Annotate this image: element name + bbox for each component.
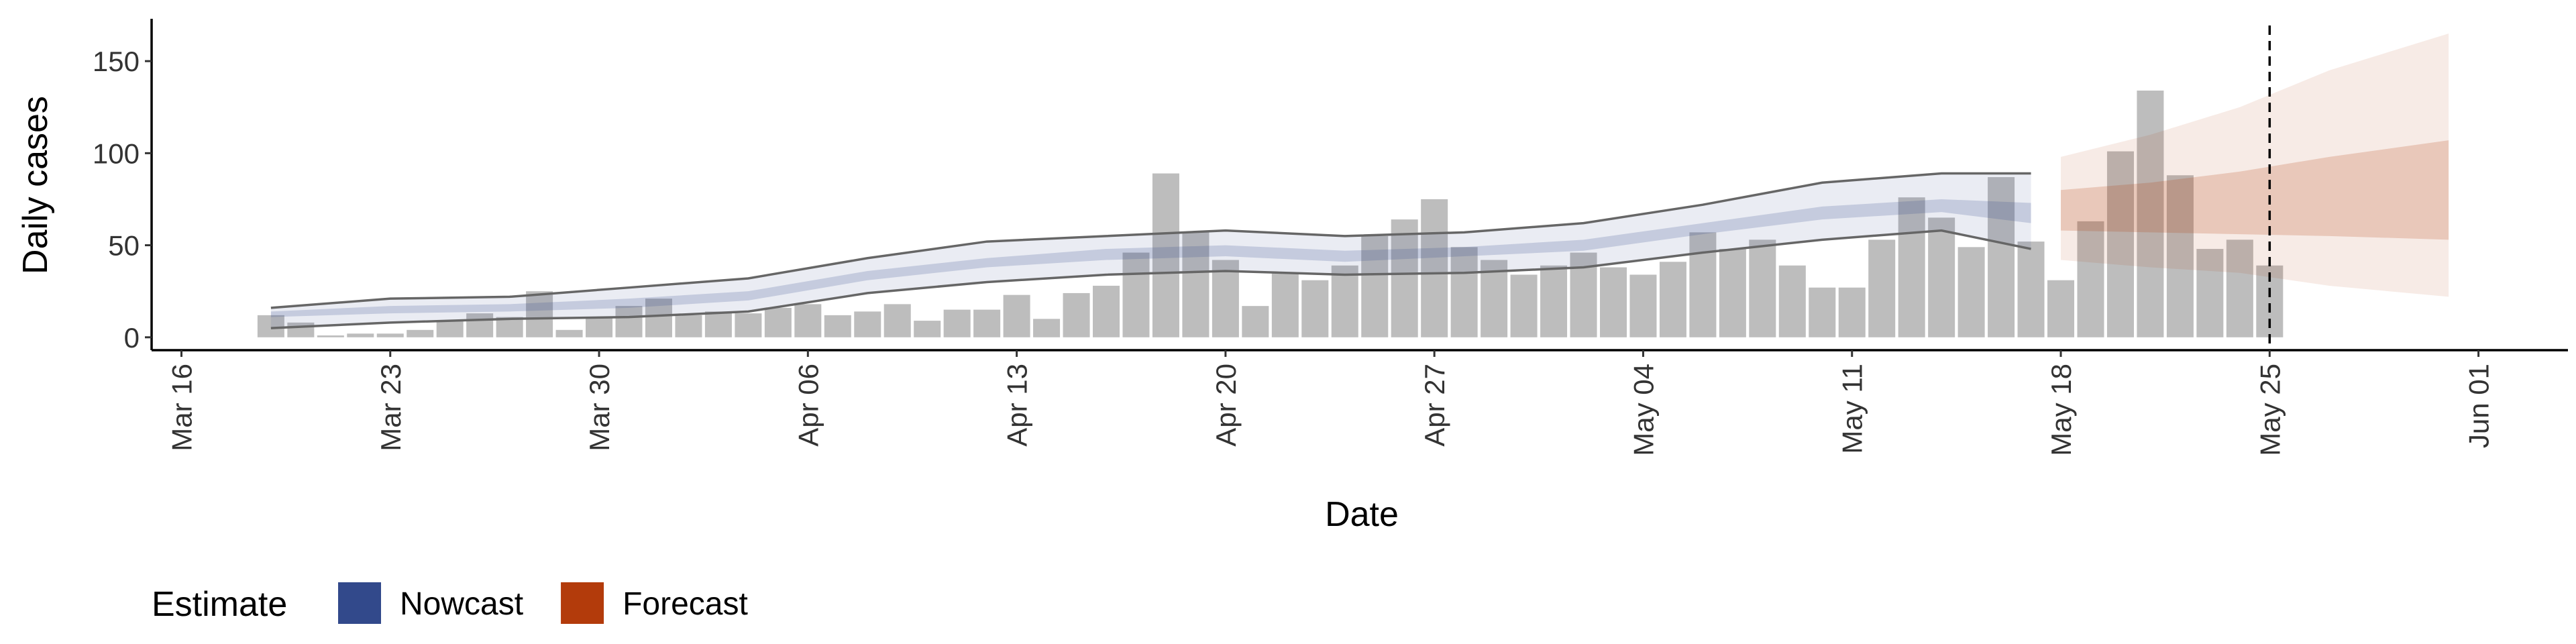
y-tick-label: 0 [124,322,140,354]
bar [2017,241,2045,337]
bar [824,315,851,337]
bar [1749,239,1776,337]
bar [854,311,881,337]
bar [1450,247,1478,337]
legend-swatch [561,582,604,624]
bar [2047,280,2075,337]
bar [675,315,702,337]
x-axis-title: Date [1325,495,1399,534]
bar [526,291,553,337]
bar [1271,272,1299,337]
y-tick-label: 100 [93,138,140,169]
x-tick-label: May 04 [1627,364,1659,456]
bar [615,306,643,337]
legend-label: Nowcast [400,586,523,622]
bar [1629,274,1657,337]
bar [883,304,911,337]
bar [407,329,434,337]
bar [1421,199,1448,337]
legend-label: Forecast [623,586,748,622]
bar [2106,151,2134,337]
bar [1122,252,1150,337]
bar [704,311,732,337]
ribbon-90 [2061,33,2449,297]
bar [2226,239,2253,337]
bar [1928,217,1955,337]
bar [257,315,284,337]
bar [376,333,404,337]
x-tick-label: May 11 [1837,364,1868,454]
bar [1719,249,1746,337]
bar [1331,265,1358,337]
bar [1212,260,1239,337]
bar [1809,287,1836,337]
ribbon-50 [2061,140,2449,240]
y-tick-label: 150 [93,46,140,77]
bar [914,321,941,337]
ribbon-90 [270,173,2031,329]
bar [1689,232,1717,337]
x-tick-label: May 25 [2254,364,2286,456]
y-axis-title: Daily cases [16,96,55,274]
bar [347,333,374,337]
bar [1301,280,1329,337]
x-tick-label: Mar 16 [166,364,197,451]
bar [2137,91,2164,337]
x-tick-label: May 18 [2045,364,2077,456]
x-tick-label: Mar 23 [375,364,407,451]
bar [2196,249,2224,337]
x-tick-label: Apr 06 [792,364,824,447]
bar [1033,319,1061,337]
bar [1988,177,2015,337]
bar [2166,175,2194,337]
bar [735,313,762,337]
legend-swatch [338,582,381,624]
bar [1093,285,1120,337]
bar [1599,267,1627,337]
y-tick-label: 50 [108,230,140,262]
bar [973,309,1001,337]
bar [1361,235,1389,337]
x-tick-label: Apr 27 [1419,364,1450,447]
bar [1957,247,1985,337]
bar [1152,173,1179,337]
bar [1182,232,1210,337]
x-tick-label: Mar 30 [584,364,615,451]
bar [1898,197,1925,337]
bar [1510,274,1538,337]
bar [2077,221,2104,337]
bar [496,317,523,337]
bar [764,307,792,337]
bar [1838,287,1866,337]
bar [466,313,494,337]
bar [1540,265,1568,337]
x-tick-label: Apr 20 [1210,364,1242,447]
bar [1659,262,1686,337]
bar [436,321,464,337]
bar [794,304,822,337]
bar [555,329,583,337]
x-tick-label: Apr 13 [1002,364,1033,447]
x-tick-label: Jun 01 [2463,364,2495,448]
bar [943,309,971,337]
bar [317,335,344,337]
bar [1778,265,1806,337]
ribbons [270,33,2449,329]
bar [586,317,613,337]
bar [1063,292,1090,337]
ribbon-bound-line [270,229,2031,329]
ribbon-bound-line [270,172,2031,309]
bar [1868,239,1896,337]
ribbon-50 [270,199,2031,317]
bar [1391,219,1418,337]
legend-title: Estimate [152,585,287,624]
bar [1003,294,1030,337]
bar [1242,306,1269,337]
bar [645,299,672,337]
